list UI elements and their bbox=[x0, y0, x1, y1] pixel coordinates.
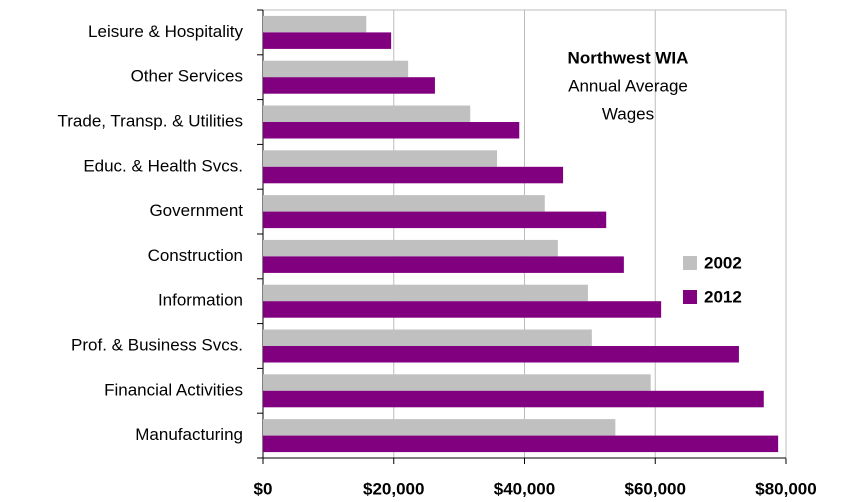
bar bbox=[263, 105, 471, 122]
bar bbox=[263, 195, 545, 212]
x-tick-label: $0 bbox=[254, 479, 273, 498]
y-tick-label: Educ. & Health Svcs. bbox=[83, 156, 243, 175]
y-tick-label: Information bbox=[158, 291, 243, 310]
bar bbox=[263, 166, 564, 184]
bar bbox=[263, 346, 739, 363]
y-tick-label: Leisure & Hospitality bbox=[88, 22, 243, 41]
bar bbox=[263, 239, 558, 257]
legend-label: 2012 bbox=[704, 287, 742, 306]
y-tick-label: Other Services bbox=[131, 67, 243, 86]
bar bbox=[263, 60, 409, 78]
bar bbox=[263, 256, 624, 273]
bar bbox=[263, 374, 651, 391]
y-tick-label: Trade, Transp. & Utilities bbox=[58, 111, 244, 130]
x-tick-label: $60,000 bbox=[625, 479, 686, 498]
x-tick-label: $20,000 bbox=[363, 479, 424, 498]
legend-swatch bbox=[683, 256, 697, 270]
bar bbox=[263, 211, 607, 229]
legend-swatch bbox=[683, 290, 697, 304]
bar bbox=[263, 150, 498, 167]
annotation: Northwest WIA bbox=[568, 48, 689, 67]
y-tick-label: Manufacturing bbox=[135, 425, 243, 444]
bar bbox=[263, 284, 588, 302]
annotation: Wages bbox=[602, 104, 654, 123]
bar bbox=[263, 435, 779, 453]
y-tick-label: Prof. & Business Svcs. bbox=[71, 335, 243, 354]
bar bbox=[263, 15, 367, 33]
annotation: Annual Average bbox=[568, 76, 688, 95]
bar bbox=[263, 419, 616, 436]
bar bbox=[263, 77, 435, 94]
legend-label: 2002 bbox=[704, 253, 742, 272]
bar bbox=[263, 301, 662, 318]
x-tick-label: $40,000 bbox=[494, 479, 555, 498]
bar bbox=[263, 390, 764, 408]
bar bbox=[263, 329, 592, 346]
y-tick-label: Government bbox=[149, 201, 243, 220]
bar bbox=[263, 122, 520, 139]
y-tick-label: Financial Activities bbox=[104, 380, 243, 399]
y-tick-label: Construction bbox=[148, 246, 243, 265]
x-tick-label: $80,000 bbox=[755, 479, 816, 498]
bar bbox=[263, 32, 392, 49]
